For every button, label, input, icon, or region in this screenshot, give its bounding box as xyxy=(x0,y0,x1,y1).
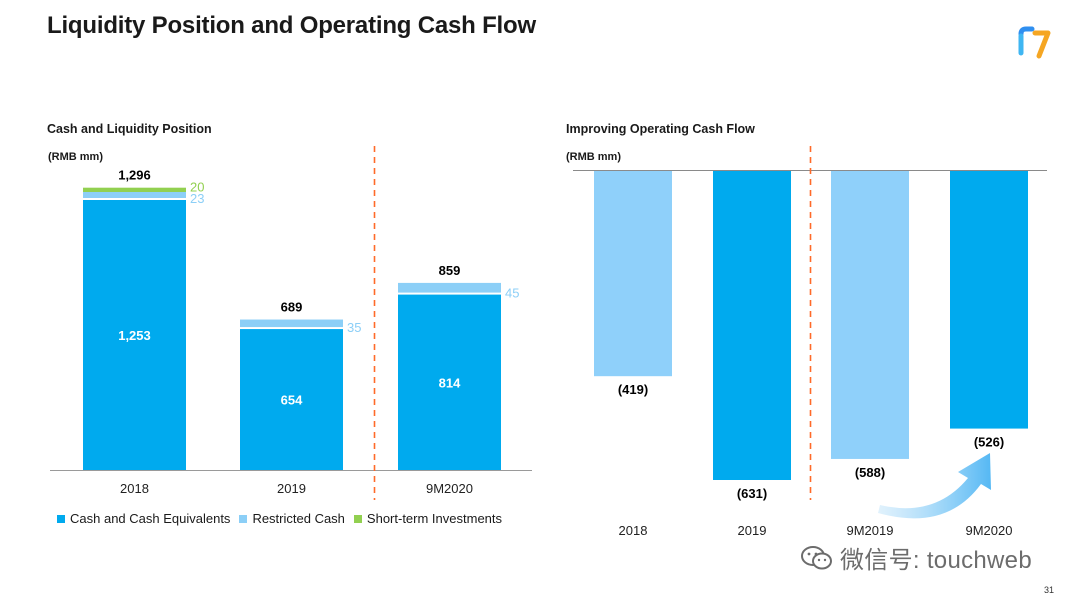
bar-value-label: 814 xyxy=(439,375,461,390)
category-tick-label: 2019 xyxy=(277,481,306,496)
bar-2019 xyxy=(713,171,791,480)
legend-swatch-cash xyxy=(57,514,65,523)
segment-value-label: 35 xyxy=(347,320,361,335)
page-number: 31 xyxy=(1044,585,1055,595)
total-value-label: 859 xyxy=(439,263,461,278)
segment-value-label: 20 xyxy=(190,180,204,195)
legend: Cash and Cash Equivalents Restricted Cas… xyxy=(57,511,511,526)
page-title: Liquidity Position and Operating Cash Fl… xyxy=(47,12,536,39)
segment-value-label: 23 xyxy=(190,191,204,206)
category-tick-label: 2018 xyxy=(120,481,149,496)
wechat-icon xyxy=(801,545,832,569)
category-tick-label: 2019 xyxy=(738,523,767,538)
legend-label-cash: Cash and Cash Equivalents xyxy=(70,511,231,526)
bar-2018-restricted xyxy=(83,192,186,198)
bar-9M2020-restricted xyxy=(398,282,501,293)
category-tick-label: 9M2019 xyxy=(847,523,894,538)
left-chart-title: Cash and Liquidity Position xyxy=(47,122,212,136)
bar-value-label: 1,253 xyxy=(118,328,151,343)
bar-value-label: (631) xyxy=(737,486,767,501)
bar-value-label: (526) xyxy=(974,435,1004,450)
total-value-label: 1,296 xyxy=(118,168,151,183)
right-chart-title: Improving Operating Cash Flow xyxy=(566,122,755,136)
category-tick-label: 9M2020 xyxy=(426,481,473,496)
company-logo-icon xyxy=(1018,26,1051,59)
bar-2019-cash xyxy=(240,329,343,470)
legend-item-cash: Cash and Cash Equivalents xyxy=(57,511,230,526)
left-chart-unit: (RMB mm) xyxy=(48,151,103,163)
bar-value-label: (588) xyxy=(855,465,885,480)
bar-9M2020-cash xyxy=(398,294,501,470)
bar-9M2019 xyxy=(831,171,909,459)
legend-item-restricted: Restricted Cash xyxy=(239,511,345,526)
legend-label-restricted: Restricted Cash xyxy=(252,511,345,526)
right-chart-unit: (RMB mm) xyxy=(566,151,621,163)
total-value-label: 689 xyxy=(281,300,303,315)
operating-cash-flow-chart: (419) 2018 (631) 2019 (588) 9M2019 (526) 9M2020 xyxy=(573,146,1047,538)
legend-label-short-term: Short-term Investments xyxy=(366,511,503,526)
bar-2018-cash xyxy=(83,200,186,470)
bar-9M2020 xyxy=(950,171,1028,429)
category-tick-label: 2018 xyxy=(619,523,648,538)
bar-value-label: 654 xyxy=(281,393,303,408)
segment-value-label: 45 xyxy=(505,286,519,301)
legend-swatch-short-term xyxy=(353,514,362,523)
bar-2018-short-term xyxy=(83,187,186,192)
improvement-arrow-icon xyxy=(878,453,991,519)
bar-2018 xyxy=(594,171,672,377)
watermark: 微信号: touchweb xyxy=(800,540,1032,575)
bar-value-label: (419) xyxy=(618,382,648,397)
legend-item-short-term: Short-term Investments xyxy=(353,511,503,526)
watermark-text: 微信号: touchweb xyxy=(840,547,1032,574)
legend-swatch-restricted xyxy=(239,514,248,523)
bar-2019-restricted xyxy=(240,319,343,328)
category-tick-label: 9M2020 xyxy=(966,523,1013,538)
